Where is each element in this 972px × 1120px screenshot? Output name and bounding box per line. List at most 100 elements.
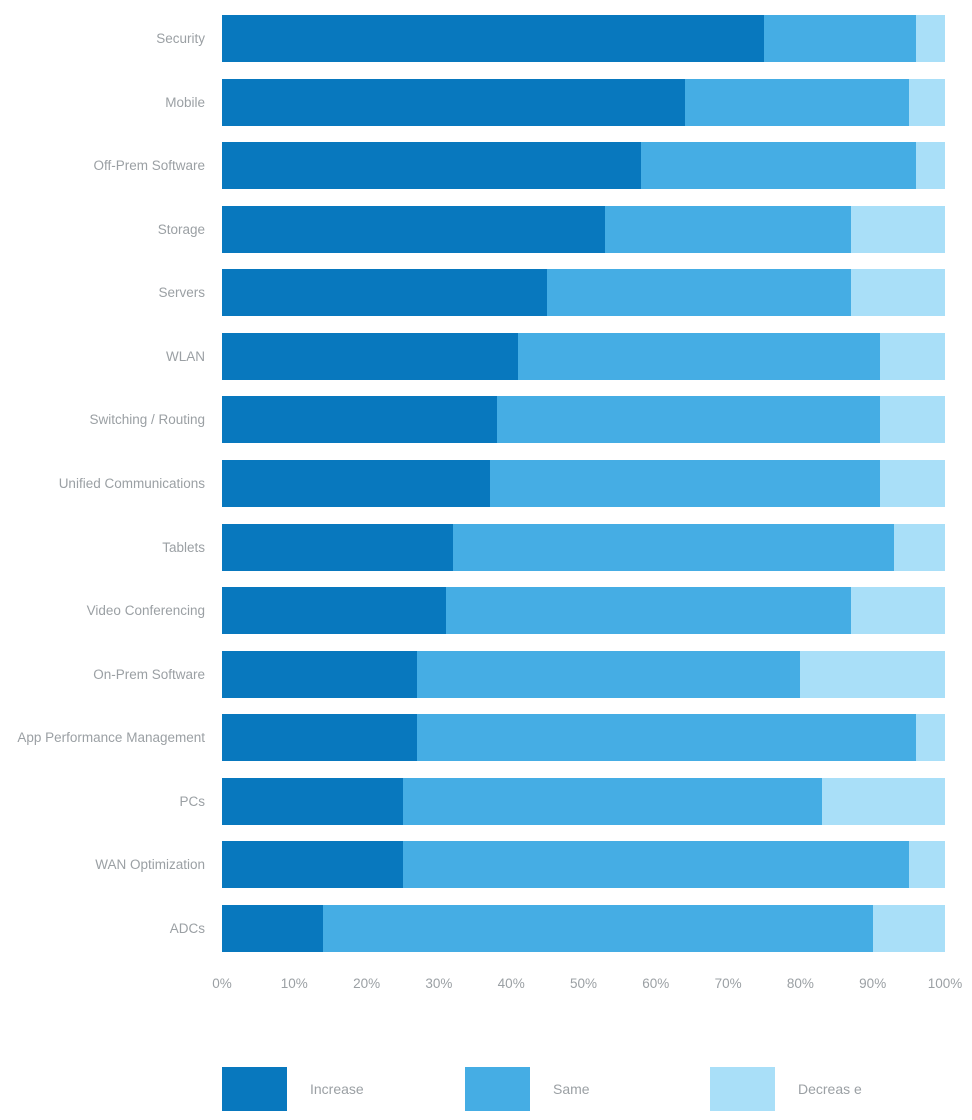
bar-segment-same bbox=[641, 142, 917, 190]
bar-segment-same bbox=[417, 650, 801, 698]
bar-track bbox=[222, 332, 945, 380]
category-label: Servers bbox=[158, 285, 205, 301]
bar-segment-decrease bbox=[879, 459, 945, 507]
bar-segment-decrease bbox=[851, 587, 945, 635]
bar-segment-same bbox=[417, 714, 917, 762]
category-label: Unified Communications bbox=[58, 475, 205, 491]
bar-segment-increase bbox=[222, 269, 548, 317]
bar-track bbox=[222, 714, 945, 762]
bar-segment-same bbox=[446, 587, 851, 635]
category-label: Mobile bbox=[165, 94, 205, 110]
chart-row: Tablets bbox=[0, 523, 945, 571]
bar-segment-decrease bbox=[916, 714, 945, 762]
chart-row: Servers bbox=[0, 269, 945, 317]
chart-row: Video Conferencing bbox=[0, 587, 945, 635]
x-axis-tick-label: 40% bbox=[497, 976, 525, 991]
bar-segment-decrease bbox=[851, 205, 945, 253]
x-axis-tick-label: 100% bbox=[927, 976, 963, 991]
bar-segment-increase bbox=[222, 841, 403, 889]
category-label: Off-Prem Software bbox=[93, 158, 205, 174]
legend-swatch-icon bbox=[465, 1067, 530, 1111]
bar-segment-same bbox=[453, 523, 895, 571]
bar-segment-same bbox=[547, 269, 851, 317]
bar-track bbox=[222, 904, 945, 952]
bar-track bbox=[222, 523, 945, 571]
bar-track bbox=[222, 205, 945, 253]
bar-segment-decrease bbox=[800, 650, 945, 698]
legend-item: Same bbox=[465, 1067, 590, 1111]
category-label: On-Prem Software bbox=[93, 666, 205, 682]
category-label: App Performance Management bbox=[17, 730, 205, 746]
bar-segment-decrease bbox=[908, 78, 945, 126]
bar-segment-increase bbox=[222, 904, 324, 952]
bar-track bbox=[222, 841, 945, 889]
bar-segment-same bbox=[489, 459, 880, 507]
bar-track bbox=[222, 15, 945, 62]
bar-segment-increase bbox=[222, 78, 685, 126]
chart-row: On-Prem Software bbox=[0, 650, 945, 698]
bar-segment-decrease bbox=[916, 15, 945, 62]
x-axis-tick-label: 50% bbox=[569, 976, 598, 991]
bar-segment-decrease bbox=[908, 841, 945, 889]
bar-segment-decrease bbox=[879, 332, 945, 380]
legend-swatch-icon bbox=[222, 1067, 287, 1111]
bar-segment-increase bbox=[222, 777, 403, 825]
legend-swatch-icon bbox=[710, 1067, 775, 1111]
bar-segment-increase bbox=[222, 396, 497, 444]
bar-segment-increase bbox=[222, 714, 418, 762]
chart-row: ADCs bbox=[0, 904, 945, 952]
chart-row: Off-Prem Software bbox=[0, 142, 945, 190]
category-label: Security bbox=[156, 31, 205, 46]
legend-item: Increase bbox=[222, 1067, 364, 1111]
bar-track bbox=[222, 269, 945, 317]
chart-row: Storage bbox=[0, 205, 945, 253]
bar-segment-same bbox=[402, 777, 823, 825]
bar-segment-increase bbox=[222, 332, 519, 380]
bar-track bbox=[222, 396, 945, 444]
chart-row: Mobile bbox=[0, 78, 945, 126]
chart-row: Security bbox=[0, 15, 945, 62]
bar-segment-increase bbox=[222, 587, 447, 635]
bar-segment-same bbox=[764, 15, 917, 62]
bar-track bbox=[222, 78, 945, 126]
chart-row: WLAN bbox=[0, 332, 945, 380]
x-axis-tick-label: 60% bbox=[642, 976, 670, 991]
chart-row: Switching / Routing bbox=[0, 396, 945, 444]
category-label: Video Conferencing bbox=[86, 603, 205, 619]
category-label: Switching / Routing bbox=[89, 412, 205, 428]
x-axis-tick-label: 80% bbox=[786, 976, 814, 991]
bar-segment-increase bbox=[222, 523, 454, 571]
category-label: Tablets bbox=[162, 539, 205, 555]
bar-segment-same bbox=[518, 332, 880, 380]
category-label: PCs bbox=[179, 793, 205, 809]
bar-segment-same bbox=[496, 396, 880, 444]
bar-segment-decrease bbox=[822, 777, 945, 825]
bar-segment-same bbox=[684, 78, 909, 126]
chart-row: Unified Communications bbox=[0, 459, 945, 507]
bar-segment-increase bbox=[222, 15, 765, 62]
bar-segment-decrease bbox=[879, 396, 945, 444]
category-label: ADCs bbox=[169, 920, 205, 936]
bar-segment-increase bbox=[222, 142, 642, 190]
category-label: WAN Optimization bbox=[95, 857, 205, 873]
category-label: WLAN bbox=[165, 348, 205, 364]
bar-segment-decrease bbox=[894, 523, 945, 571]
chart-row: App Performance Management bbox=[0, 714, 945, 762]
bar-segment-same bbox=[605, 205, 851, 253]
x-axis-tick-label: 10% bbox=[280, 976, 308, 991]
bar-segment-same bbox=[402, 841, 909, 889]
bar-segment-decrease bbox=[872, 904, 945, 952]
bar-track bbox=[222, 459, 945, 507]
x-axis-tick-label: 20% bbox=[353, 976, 381, 991]
bar-segment-decrease bbox=[851, 269, 945, 317]
bar-segment-decrease bbox=[916, 142, 945, 190]
x-axis-tick-label: 0% bbox=[212, 976, 232, 991]
category-label: Storage bbox=[157, 221, 205, 237]
bar-track bbox=[222, 142, 945, 190]
bar-track bbox=[222, 777, 945, 825]
chart-row: WAN Optimization bbox=[0, 841, 945, 889]
legend-item: Decreas e bbox=[710, 1067, 862, 1111]
bar-segment-increase bbox=[222, 650, 418, 698]
x-axis-tick-label: 30% bbox=[425, 976, 453, 991]
x-axis-tick-label: 90% bbox=[859, 976, 887, 991]
